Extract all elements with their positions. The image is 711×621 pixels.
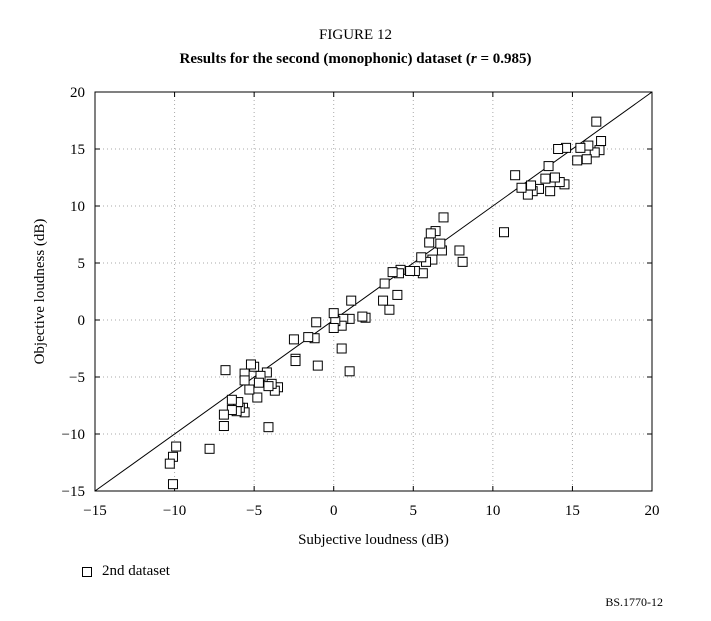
data-point <box>549 172 560 183</box>
y-tick-label: −10 <box>62 427 85 443</box>
data-point <box>252 392 263 403</box>
data-point <box>424 237 435 248</box>
data-point <box>589 147 600 158</box>
legend-label: 2nd dataset <box>102 563 170 579</box>
reference-line-y-equals-x <box>94 91 653 492</box>
data-point <box>263 381 274 392</box>
data-point <box>540 173 551 184</box>
data-point <box>357 311 368 322</box>
data-point <box>425 228 436 239</box>
data-point <box>591 116 602 127</box>
chart-title-prefix: Results for the second (monophonic) data… <box>179 51 471 67</box>
data-point <box>328 322 339 333</box>
y-tick-label: 0 <box>78 313 86 329</box>
data-point <box>553 144 564 154</box>
data-point <box>454 245 465 256</box>
data-point <box>226 394 237 405</box>
y-tick-label: 10 <box>70 199 85 215</box>
y-tick-label: 20 <box>70 85 85 101</box>
data-point <box>220 365 231 376</box>
data-point <box>263 422 274 433</box>
data-point <box>416 252 427 263</box>
y-tick-label: −15 <box>62 484 85 500</box>
x-tick-label: −15 <box>83 503 106 519</box>
y-tick-label: 15 <box>70 142 85 158</box>
data-point <box>344 366 355 377</box>
data-point <box>328 308 339 319</box>
data-point <box>311 317 322 328</box>
chart-title-r: r <box>470 51 477 67</box>
data-point <box>204 443 215 454</box>
chart-title-suffix: = 0.985) <box>476 51 532 67</box>
x-tick-label: 5 <box>410 503 418 519</box>
data-point <box>498 227 509 238</box>
data-point <box>218 421 229 432</box>
data-point <box>378 295 389 306</box>
data-point <box>253 377 264 388</box>
data-point <box>167 479 178 490</box>
data-point <box>244 384 255 395</box>
y-tick-label: 5 <box>78 256 86 272</box>
x-tick-label: −5 <box>246 503 262 519</box>
data-point <box>387 267 398 278</box>
data-point <box>290 356 301 367</box>
data-point <box>526 180 537 191</box>
data-point <box>164 458 175 469</box>
x-tick-label: −10 <box>163 503 186 519</box>
axis-ticks: −15 −10 −5 0 5 10 15 20 −15 −10 −5 0 5 10 15 20 <box>62 85 660 519</box>
data-point <box>516 182 527 193</box>
legend: 2nd dataset <box>82 563 170 580</box>
x-tick-label: 0 <box>330 503 338 519</box>
data-point <box>303 332 314 343</box>
chart-title: Results for the second (monophonic) data… <box>0 51 711 68</box>
reference-code: BS.1770-12 <box>605 595 663 609</box>
figure-label: FIGURE 12 <box>319 27 392 43</box>
x-axis-label: Subjective loudness (dB) <box>298 532 449 548</box>
data-point <box>218 409 229 420</box>
y-axis-label: Objective loudness (dB) <box>32 219 48 365</box>
data-point <box>545 186 556 197</box>
data-point <box>572 155 583 166</box>
data-point <box>510 170 521 181</box>
data-point <box>596 136 607 147</box>
data-point <box>457 256 468 267</box>
data-point <box>312 360 323 371</box>
data-point <box>435 238 446 249</box>
data-point <box>336 343 347 354</box>
data-point <box>384 304 395 315</box>
data-point <box>405 265 416 276</box>
data-point <box>575 142 586 153</box>
x-tick-label: 10 <box>485 503 500 519</box>
data-point <box>392 289 403 300</box>
plot-area-frame <box>94 91 653 492</box>
data-point <box>543 161 554 172</box>
data-point <box>245 359 256 370</box>
data-point <box>288 334 299 345</box>
x-tick-label: 15 <box>565 503 580 519</box>
data-point <box>581 154 592 165</box>
data-point <box>438 212 449 223</box>
data-point <box>171 441 182 452</box>
data-point <box>239 375 250 386</box>
legend-square-marker-icon <box>82 566 92 577</box>
x-tick-label: 20 <box>645 503 660 519</box>
y-tick-label: −5 <box>69 370 85 386</box>
data-point <box>379 278 390 289</box>
data-point <box>346 295 357 306</box>
data-points <box>164 116 607 490</box>
